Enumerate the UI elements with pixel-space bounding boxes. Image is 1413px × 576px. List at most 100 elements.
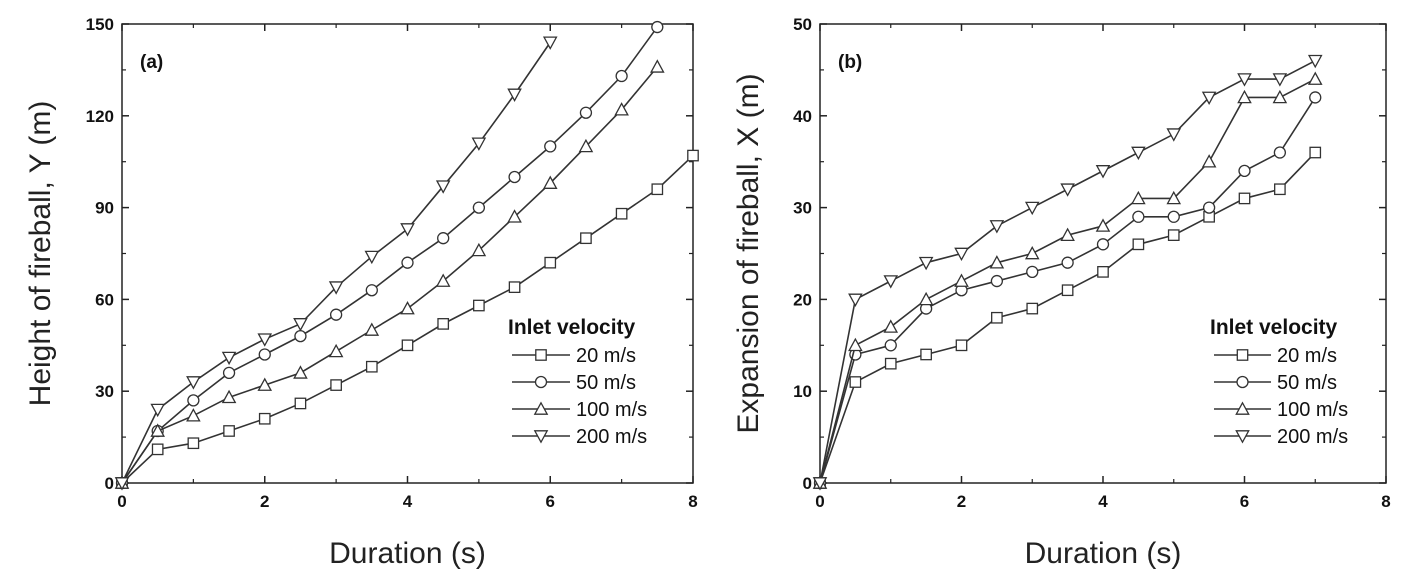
legend-item: 100 m/s xyxy=(512,399,647,421)
series-line xyxy=(121,66,658,484)
data-point-circle-marker xyxy=(544,140,557,153)
data-point-triangle-up-marker xyxy=(1060,227,1075,241)
y-tick-label: 120 xyxy=(86,107,114,126)
y-axis-title: Expansion of fireball, X (m) xyxy=(732,73,765,433)
data-point-triangle-up-marker xyxy=(364,322,380,336)
data-point-square-marker xyxy=(1238,192,1251,205)
data-point-triangle-down-marker xyxy=(507,88,522,102)
legend-label: 20 m/s xyxy=(576,345,636,367)
data-point-square-marker xyxy=(258,412,271,425)
legend-triangle-down-marker xyxy=(1235,430,1250,444)
data-point-square-marker xyxy=(544,256,557,269)
data-point-square-marker xyxy=(223,425,235,437)
y-tick-label: 30 xyxy=(95,382,114,401)
data-point-triangle-up-marker xyxy=(293,365,308,379)
data-point-triangle-down-marker xyxy=(114,477,130,491)
data-point-circle-marker xyxy=(1273,146,1287,159)
data-point-triangle-down-marker xyxy=(918,256,934,271)
data-point-square-marker xyxy=(1167,229,1180,241)
data-point-triangle-up-marker xyxy=(1024,245,1040,260)
data-point-triangle-down-marker xyxy=(1131,146,1146,161)
data-point-circle-marker xyxy=(258,348,271,361)
legend-item: 200 m/s xyxy=(1214,426,1348,448)
data-point-triangle-down-marker xyxy=(1060,183,1075,197)
data-point-square-marker xyxy=(1309,146,1322,159)
data-point-square-marker xyxy=(187,437,200,450)
x-tick-label: 6 xyxy=(1240,492,1249,511)
data-point-circle-marker xyxy=(187,394,200,407)
data-point-triangle-down-marker xyxy=(293,318,308,332)
data-point-square-marker xyxy=(955,339,968,352)
legend-label: 200 m/s xyxy=(576,426,647,448)
data-point-triangle-up-marker xyxy=(1307,71,1323,85)
data-point-square-marker xyxy=(991,311,1003,324)
chart-panel-b: 0 2 4 6 8 0 10 20 30 40 50 Duration (s) Expansion of… xyxy=(732,15,1391,570)
data-point-triangle-up-marker xyxy=(471,242,487,257)
data-point-triangle-down-marker xyxy=(1201,91,1217,106)
data-point-square-marker xyxy=(508,281,521,294)
data-point-triangle-up-marker xyxy=(650,59,665,73)
data-point-triangle-up-marker xyxy=(1166,190,1182,205)
legend-triangle-up-marker xyxy=(1235,401,1250,415)
y-tick-label: 90 xyxy=(95,199,114,218)
series-200-m-s xyxy=(114,36,558,491)
x-axis-title: Duration (s) xyxy=(329,537,486,570)
data-point-square-marker xyxy=(1132,238,1145,251)
data-point-triangle-up-marker xyxy=(1131,190,1146,205)
data-point-triangle-up-marker xyxy=(989,255,1005,269)
data-point-circle-marker xyxy=(884,339,897,352)
x-tick-label: 6 xyxy=(546,492,555,511)
legend-triangle-down-marker xyxy=(533,430,549,444)
data-point-triangle-down-marker xyxy=(257,333,273,347)
legend-item: 20 m/s xyxy=(512,345,636,367)
data-point-triangle-up-marker xyxy=(507,209,522,223)
legend-item: 200 m/s xyxy=(512,426,647,448)
data-point-triangle-up-marker xyxy=(542,175,558,189)
legend-label: 200 m/s xyxy=(1277,426,1348,448)
data-point-square-marker xyxy=(615,207,628,220)
data-point-square-marker xyxy=(401,339,414,352)
data-point-square-marker xyxy=(1061,284,1074,297)
data-point-triangle-down-marker xyxy=(1024,201,1040,216)
data-point-square-marker xyxy=(651,183,664,196)
data-point-circle-marker xyxy=(1167,210,1180,223)
data-point-circle-marker xyxy=(1026,265,1039,279)
data-point-square-marker xyxy=(473,299,485,312)
x-tick-label: 0 xyxy=(815,492,824,511)
data-point-triangle-up-marker xyxy=(186,408,201,422)
legend-triangle-up-marker xyxy=(533,401,549,415)
data-point-circle-marker xyxy=(294,329,307,343)
legend-label: 100 m/s xyxy=(1277,399,1348,421)
y-tick-label: 50 xyxy=(793,15,812,34)
data-point-triangle-up-marker xyxy=(435,273,451,287)
data-point-triangle-up-marker xyxy=(150,423,165,437)
data-point-square-marker xyxy=(580,232,592,245)
data-point-square-marker xyxy=(849,376,862,388)
y-tick-label: 0 xyxy=(105,474,114,493)
y-tick-label: 60 xyxy=(95,290,114,309)
data-point-triangle-up-marker xyxy=(1095,218,1111,232)
y-tick-label: 30 xyxy=(793,199,812,218)
legend: Inlet velocity 20 m/s 50 m/s 100 m/s 200 m/s xyxy=(508,316,647,448)
legend-circle-marker xyxy=(1236,375,1249,389)
series-line xyxy=(819,60,1316,484)
legend-label: 100 m/s xyxy=(576,399,647,421)
data-point-circle-marker xyxy=(472,201,486,214)
x-tick-label: 8 xyxy=(1381,492,1390,511)
data-point-circle-marker xyxy=(990,274,1004,288)
y-tick-label: 0 xyxy=(803,474,812,493)
y-axis-title: Height of fireball, Y (m) xyxy=(24,101,57,407)
data-point-triangle-down-marker xyxy=(542,36,558,50)
legend-circle-marker xyxy=(534,375,548,389)
data-point-triangle-down-marker xyxy=(221,351,237,366)
data-point-square-marker xyxy=(365,360,378,373)
legend-square-marker xyxy=(535,349,547,361)
legend-item: 50 m/s xyxy=(1214,372,1337,394)
x-tick-label: 2 xyxy=(260,492,269,511)
data-point-triangle-up-marker xyxy=(1201,154,1217,168)
data-point-square-marker xyxy=(920,348,932,361)
y-tick-label: 20 xyxy=(793,290,812,309)
data-point-circle-marker xyxy=(1238,164,1251,178)
data-point-square-marker xyxy=(437,318,450,330)
